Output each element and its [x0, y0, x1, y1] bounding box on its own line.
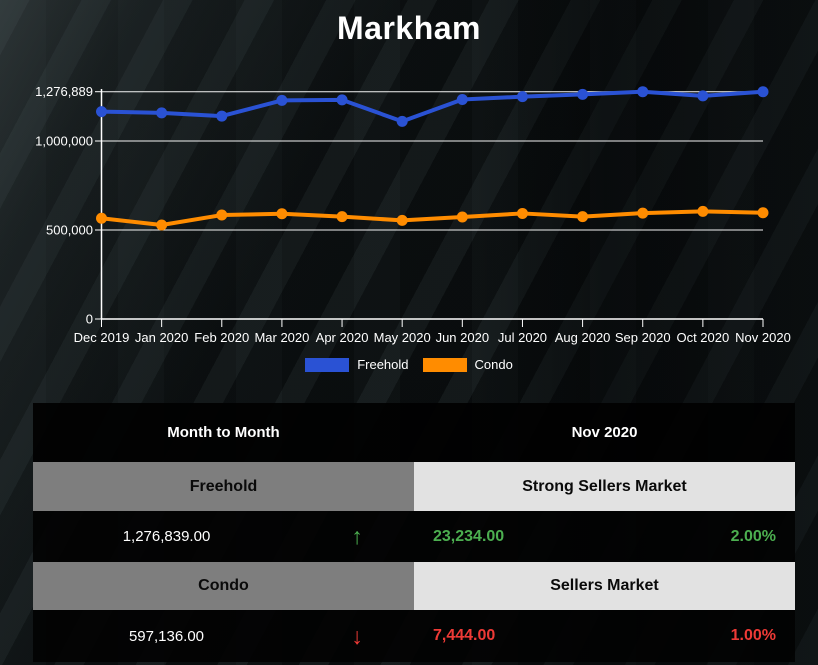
page-title: Markham: [337, 10, 481, 46]
header-month-to-month: Month to Month: [167, 424, 280, 441]
data-point-condo: [156, 219, 168, 231]
freehold-label-row: Freehold Strong Sellers Market: [33, 462, 795, 511]
data-point-condo: [336, 211, 348, 223]
series-line-condo: [99, 209, 765, 228]
data-point-freehold: [516, 91, 528, 103]
condo-market-cell: Sellers Market: [414, 562, 795, 610]
freehold-value-row: 1,276,839.00 ↑ 23,234.00 2.00%: [33, 511, 795, 562]
freehold-market-cell: Strong Sellers Market: [414, 462, 795, 511]
data-point-freehold: [96, 106, 107, 118]
data-point-condo: [577, 211, 589, 223]
legend-item-freehold[interactable]: Freehold: [305, 357, 409, 372]
data-point-condo: [396, 214, 408, 226]
data-point-condo: [96, 212, 107, 224]
condo-label-row: Condo Sellers Market: [33, 562, 795, 610]
series-line-freehold: [99, 89, 765, 124]
data-point-freehold: [456, 94, 468, 106]
condo-swatch-icon: [422, 357, 467, 372]
header-nov-2020: Nov 2020: [571, 424, 638, 441]
x-axis-label: Oct 2020: [676, 330, 729, 345]
chart-legend: Freehold Condo: [0, 357, 818, 372]
data-point-condo: [697, 205, 709, 217]
data-point-condo: [276, 208, 288, 220]
x-axis-label: Feb 2020: [194, 330, 249, 345]
y-axis-label: 1,000,000: [35, 133, 93, 148]
x-axis-label: Apr 2020: [316, 330, 369, 345]
data-point-freehold: [216, 110, 228, 122]
down-arrow-icon: ↓: [351, 622, 363, 649]
price-trend-chart: 1,276,889 1,000,000 500,000 0 Dec 2019 Jan 20…: [35, 84, 791, 345]
x-axis-label: May 2020: [374, 330, 431, 345]
condo-label-cell: Condo: [33, 562, 414, 610]
up-arrow-icon: ↑: [351, 523, 363, 549]
legend-label-freehold: Freehold: [357, 357, 409, 372]
x-axis-label: Nov 2020: [735, 330, 791, 345]
y-axis-label: 500,000: [46, 222, 93, 237]
data-point-freehold: [637, 86, 649, 98]
data-point-freehold: [156, 107, 168, 119]
freehold-swatch-icon: [305, 357, 350, 372]
data-point-freehold: [697, 90, 709, 102]
freehold-change: 23,234.00: [433, 527, 505, 545]
legend-item-condo[interactable]: Condo: [422, 357, 513, 372]
data-point-freehold: [757, 86, 769, 98]
y-axis-label: 1,276,889: [35, 84, 93, 99]
freehold-price: 1,276,839.00: [122, 528, 211, 545]
x-axis-label: Mar 2020: [254, 330, 309, 345]
data-point-condo: [637, 207, 649, 219]
data-point-condo: [216, 209, 228, 221]
data-point-freehold: [336, 94, 348, 106]
freehold-label-cell: Freehold: [33, 462, 414, 511]
data-point-condo: [757, 207, 769, 219]
y-axis-label: 0: [86, 312, 93, 327]
condo-percent: 1.00%: [730, 627, 776, 644]
data-point-condo: [516, 207, 528, 219]
data-point-freehold: [276, 94, 288, 106]
x-axis-label: Jan 2020: [135, 330, 189, 345]
condo-price: 597,136.00: [128, 627, 205, 645]
x-axis-label: Sep 2020: [615, 330, 671, 345]
data-point-freehold: [577, 88, 589, 100]
market-summary-table: Month to Month Nov 2020 Freehold Strong …: [33, 403, 795, 662]
data-point-freehold: [396, 115, 408, 127]
data-point-condo: [456, 211, 468, 223]
x-axis-label: Jun 2020: [436, 330, 490, 345]
freehold-percent: 2.00%: [730, 527, 776, 545]
x-axis-label: Jul 2020: [498, 330, 547, 345]
x-axis-label: Aug 2020: [555, 330, 611, 345]
condo-value-row: 597,136.00 ↓ 7,444.00 1.00%: [33, 610, 795, 662]
condo-change: 7,444.00: [433, 627, 496, 644]
table-header-row: Month to Month Nov 2020: [33, 403, 795, 462]
legend-label-condo: Condo: [474, 357, 513, 372]
x-axis-label: Dec 2019: [74, 330, 130, 345]
